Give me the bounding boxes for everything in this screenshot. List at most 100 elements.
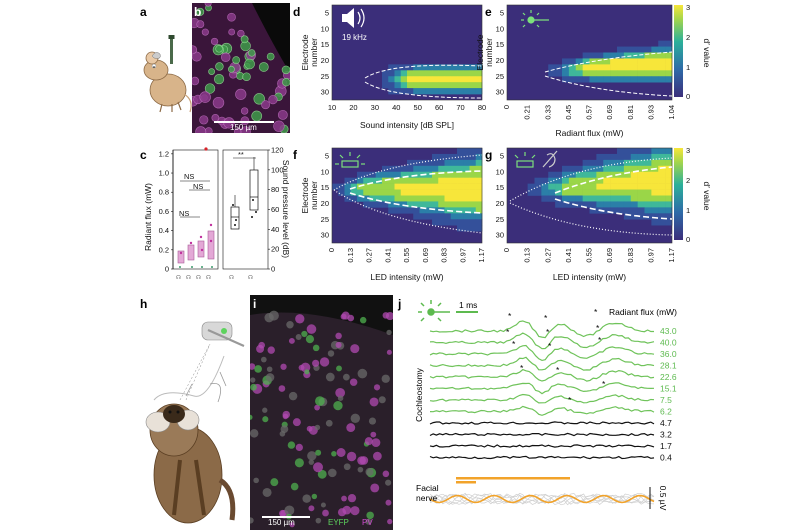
x-axis-label: LED intensity (mW) — [370, 272, 443, 282]
heatmap-cell — [603, 207, 611, 214]
heatmap-cell — [582, 183, 590, 190]
heatmap-cell — [658, 201, 666, 208]
heatmap-cell — [637, 76, 645, 83]
heatmap-cell — [617, 148, 625, 155]
cell — [337, 395, 344, 401]
heatmap-cell — [350, 195, 358, 202]
heatmap-cell — [400, 171, 408, 178]
y-tick-label: 5 — [325, 151, 329, 160]
heatmap-cell — [665, 165, 673, 173]
heatmap-cell — [665, 40, 673, 47]
cell — [365, 518, 372, 525]
heatmap-cell — [432, 82, 439, 89]
heatmap-cell — [596, 183, 604, 190]
heatmap-cell — [548, 171, 556, 178]
x-tick-label: 0.69 — [605, 105, 614, 120]
heatmap-cell — [438, 70, 445, 77]
heatmap-cell — [637, 153, 645, 161]
heatmap-cell — [400, 195, 408, 202]
heatmap-e: 5 10 15 20 25 30 0 0.21 0.33 0.45 0.57 0.69 0.81 0.93… — [475, 4, 676, 138]
heatmap-cell — [425, 159, 433, 167]
heatmap-cell — [630, 64, 638, 71]
heatmap-cell — [432, 183, 439, 190]
heatmap-cell — [637, 58, 645, 65]
cell — [228, 65, 235, 73]
cell — [253, 93, 265, 105]
x-tick-label: 0.41 — [383, 248, 392, 263]
heatmap-cell — [419, 177, 427, 184]
cell — [199, 91, 211, 103]
cell — [286, 321, 294, 329]
heatmap-cell — [658, 64, 666, 71]
x-tick-label: 0.41 — [564, 248, 573, 263]
y-tick-label: 10 — [496, 167, 504, 176]
heatmap-cell — [475, 195, 483, 202]
heatmap-cell — [425, 183, 433, 190]
heatmap-cell — [469, 177, 477, 184]
cell — [280, 425, 289, 434]
heatmap-cell — [658, 219, 666, 226]
panel-label-b: b — [194, 5, 202, 19]
heatmap-cell — [475, 201, 483, 208]
cell — [312, 359, 320, 367]
heatmap-cell — [630, 177, 638, 184]
heatmap-cell — [450, 219, 458, 226]
panel-label-f: f — [293, 148, 297, 162]
cell — [289, 522, 295, 528]
cell — [273, 120, 285, 132]
heatmap-cell — [475, 148, 483, 155]
heatmap-cell — [407, 201, 414, 208]
cell — [349, 378, 358, 386]
y-tick-label: 5 — [325, 8, 329, 17]
heatmap-cell — [450, 82, 458, 89]
heatmap-cell — [658, 76, 666, 83]
x-tick-label: 0.55 — [402, 248, 411, 263]
heatmap-cell — [596, 64, 604, 71]
heatmap-cell — [623, 148, 632, 155]
heatmap-cell — [610, 165, 618, 173]
heatmap-cell — [475, 189, 483, 196]
heatmap-cell — [413, 207, 420, 214]
heatmap-cell — [589, 64, 597, 71]
cell — [359, 316, 367, 324]
cell — [373, 384, 381, 391]
colorbar-top: 3 2 1 0 d′ value — [674, 3, 712, 101]
cell — [240, 35, 249, 44]
cell — [196, 7, 205, 16]
heatmap-cell — [419, 70, 427, 77]
cell — [287, 441, 296, 449]
facial-label-1: Facial — [416, 483, 439, 493]
heatmap-cell — [644, 159, 652, 167]
x-tick-label: 70 — [456, 103, 464, 112]
cell — [369, 397, 379, 407]
cell — [311, 493, 318, 500]
heatmap-cell — [425, 165, 433, 173]
cell — [282, 413, 289, 420]
panel-label-h: h — [140, 297, 148, 311]
cell — [266, 366, 273, 373]
heatmap-cell — [407, 177, 414, 184]
heatmap-cell — [568, 177, 577, 184]
heatmap-cell — [400, 165, 408, 173]
y-tick-label: 10 — [496, 24, 504, 33]
svg-text:☊: ☊ — [186, 274, 191, 281]
x-tick-label: 1.04 — [667, 105, 676, 120]
heatmap-cell — [589, 189, 597, 196]
cell — [268, 94, 278, 105]
heatmap-cell — [382, 195, 389, 202]
trace-value-label: 28.1 — [660, 361, 677, 371]
heatmap-cell — [568, 189, 577, 196]
heatmap-cell — [388, 201, 395, 208]
heatmap-cell — [425, 171, 433, 178]
heatmap-cell — [375, 183, 383, 190]
heatmap-cell — [582, 64, 590, 71]
x-tick-label: 0 — [327, 248, 336, 252]
heatmap-cell — [603, 58, 611, 65]
heatmap-cell — [644, 148, 652, 155]
panel-label-a: a — [140, 5, 147, 19]
y-tick-label: 100 — [271, 165, 284, 174]
heatmap-cell — [562, 58, 570, 65]
heatmap-cell — [407, 82, 414, 89]
heatmap-cell — [438, 159, 445, 167]
heatmap-cell — [382, 171, 389, 178]
